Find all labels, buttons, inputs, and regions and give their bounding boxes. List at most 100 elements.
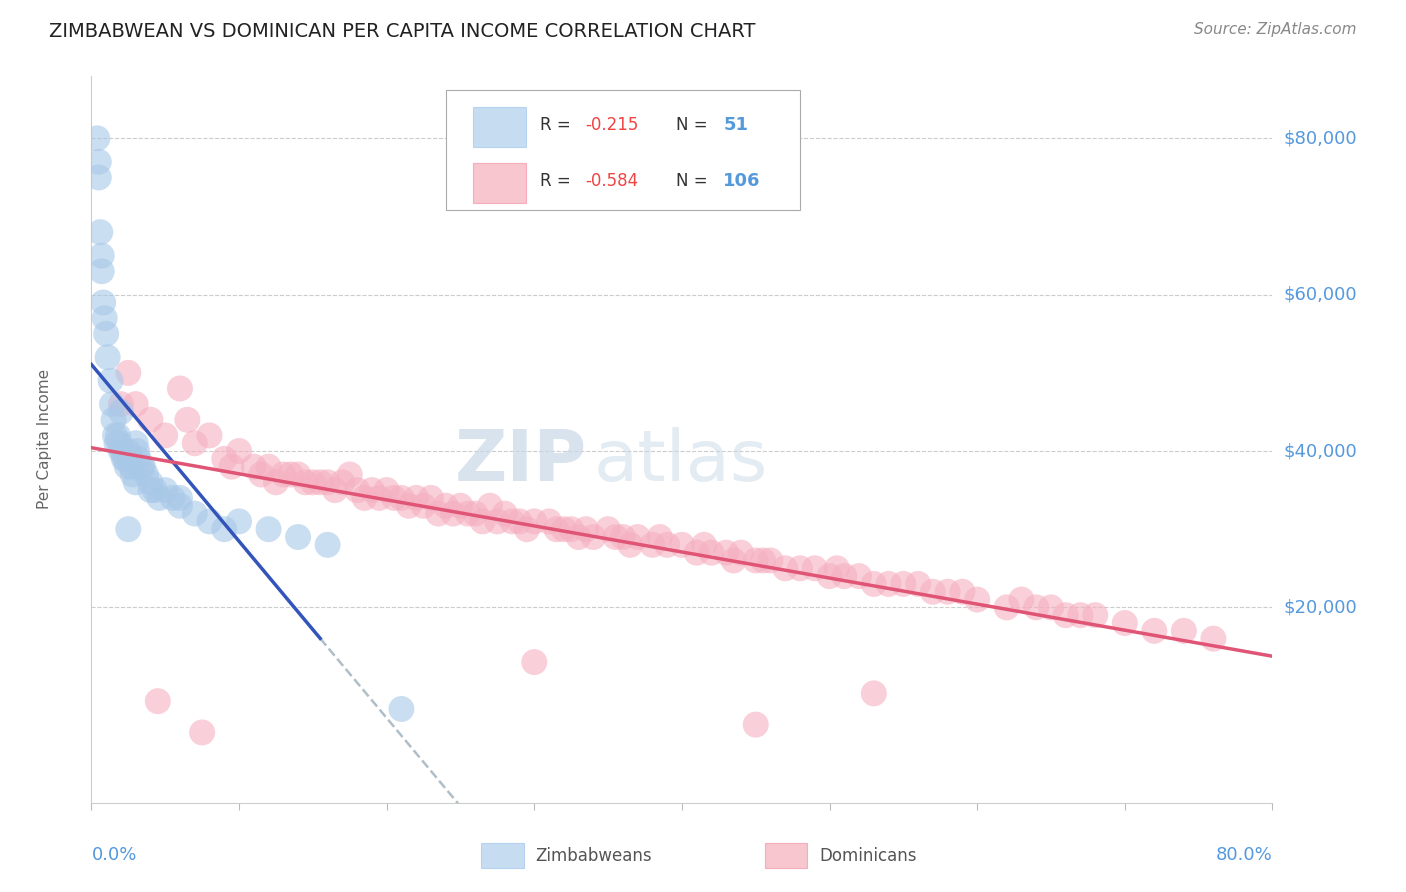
Text: 51: 51 (723, 116, 748, 134)
Text: $20,000: $20,000 (1284, 599, 1357, 616)
Point (96, 326, 118, 341)
Point (745, 553, 768, 567)
Point (375, 483, 398, 497)
Point (146, 694, 169, 708)
Point (198, 428, 221, 442)
Text: ZIMBABWEAN VS DOMINICAN PER CAPITA INCOME CORRELATION CHART: ZIMBABWEAN VS DOMINICAN PER CAPITA INCOM… (49, 22, 755, 41)
Point (1040, 600, 1063, 615)
Point (582, 530, 605, 544)
Point (360, 483, 382, 497)
Point (91, 295, 114, 310)
Point (848, 569, 870, 583)
Point (87, 154, 110, 169)
Text: $80,000: $80,000 (1284, 129, 1357, 147)
Point (936, 584, 959, 599)
Point (862, 686, 886, 700)
Point (153, 483, 177, 497)
Point (110, 397, 132, 411)
Point (346, 483, 368, 497)
Point (832, 569, 855, 583)
Point (389, 491, 413, 505)
Point (922, 584, 945, 599)
Point (316, 475, 339, 490)
Point (131, 459, 153, 474)
Point (273, 467, 295, 482)
Point (100, 374, 122, 388)
Text: Zimbabweans: Zimbabweans (536, 847, 652, 865)
Point (132, 459, 155, 474)
Point (339, 467, 361, 482)
Text: N =: N = (676, 116, 707, 134)
Point (221, 459, 243, 474)
Point (950, 584, 973, 599)
Point (176, 413, 198, 427)
Point (450, 499, 472, 513)
Point (441, 507, 464, 521)
Point (110, 444, 132, 458)
Point (773, 561, 796, 575)
Point (143, 483, 166, 497)
Point (107, 428, 129, 442)
Point (745, 717, 768, 731)
Text: R =: R = (540, 116, 571, 134)
Point (139, 413, 162, 427)
Text: N =: N = (676, 172, 707, 190)
Point (596, 522, 619, 536)
Text: atlas: atlas (593, 426, 768, 496)
Point (118, 451, 141, 466)
Point (389, 702, 413, 716)
Point (501, 515, 523, 529)
Point (995, 600, 1018, 615)
Point (294, 475, 316, 490)
Point (494, 507, 516, 521)
Point (546, 522, 568, 536)
Point (257, 522, 280, 536)
Point (1114, 615, 1136, 630)
Point (1054, 608, 1077, 623)
Point (101, 397, 124, 411)
Point (301, 475, 323, 490)
Point (700, 546, 723, 560)
Point (135, 467, 157, 482)
Point (117, 522, 139, 536)
Point (464, 507, 486, 521)
Point (693, 538, 716, 552)
Point (169, 499, 191, 513)
Point (110, 405, 132, 419)
Point (214, 451, 236, 466)
Point (893, 577, 915, 591)
Text: -0.584: -0.584 (585, 172, 638, 190)
Point (89, 225, 111, 239)
Point (243, 459, 266, 474)
Text: ZIP: ZIP (456, 426, 588, 496)
Point (907, 577, 929, 591)
FancyBboxPatch shape (481, 843, 523, 868)
Point (191, 725, 214, 739)
Point (153, 428, 177, 442)
Point (139, 475, 162, 490)
FancyBboxPatch shape (472, 163, 526, 203)
FancyBboxPatch shape (446, 90, 800, 211)
Point (103, 413, 125, 427)
Text: Source: ZipAtlas.com: Source: ZipAtlas.com (1194, 22, 1357, 37)
Point (877, 577, 900, 591)
Point (120, 459, 142, 474)
Point (183, 507, 207, 521)
Point (405, 491, 427, 505)
Point (332, 475, 354, 490)
Point (523, 655, 546, 669)
Point (287, 530, 309, 544)
Point (655, 538, 678, 552)
Point (723, 553, 745, 567)
Point (87, 170, 110, 185)
Point (115, 459, 138, 474)
Point (1025, 600, 1047, 615)
Point (1069, 608, 1091, 623)
Point (198, 515, 221, 529)
Point (86, 131, 108, 145)
Point (287, 467, 309, 482)
Point (183, 436, 207, 450)
Point (627, 530, 650, 544)
Point (169, 491, 191, 505)
Point (752, 553, 775, 567)
